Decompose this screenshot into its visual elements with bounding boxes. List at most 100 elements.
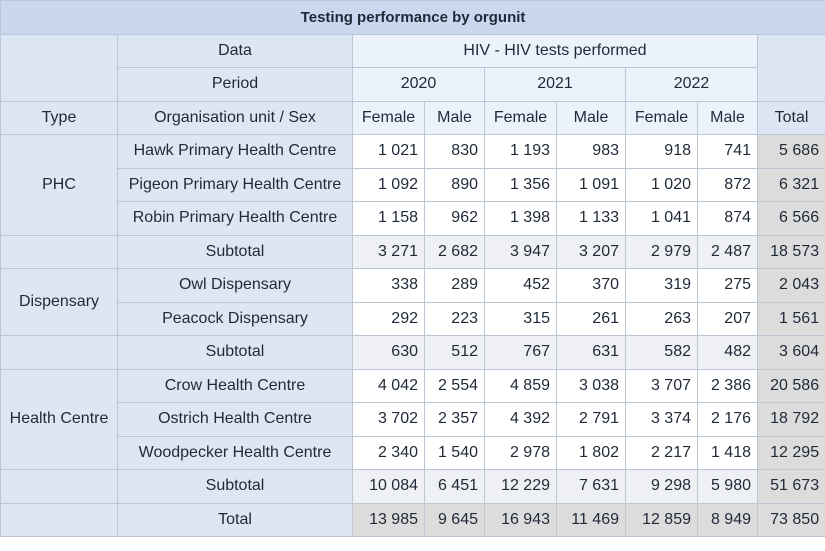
value-cell: 2 791: [556, 402, 626, 437]
value-cell: 263: [625, 301, 698, 336]
row-total-cell: 1 561: [756, 301, 825, 336]
subtotal-value-cell: 3 947: [484, 234, 557, 269]
row-total-cell: 18 792: [756, 402, 825, 437]
row-total-cell: 5 686: [756, 134, 825, 169]
subtotal-value-cell: 631: [556, 335, 626, 370]
subtotal-type-spacer: [0, 234, 118, 269]
subtotal-total-cell: 51 673: [756, 469, 825, 504]
type-cell: PHC: [0, 134, 118, 236]
table-row: Robin Primary Health Centre 1 158 962 1 398…: [1, 201, 825, 236]
subtotal-value-cell: 5 980: [697, 469, 758, 504]
subtotal-label: Subtotal: [117, 335, 353, 370]
subtotal-value-cell: 2 682: [424, 234, 485, 269]
period-dimension-label: Period: [117, 67, 353, 102]
table-row: Peacock Dispensary 292 223 315 261 263 207 1 56…: [1, 301, 825, 336]
value-cell: 2 386: [697, 368, 758, 403]
subtotal-value-cell: 582: [625, 335, 698, 370]
subtotal-value-cell: 9 298: [625, 469, 698, 504]
sex-header-male: Male: [424, 100, 485, 135]
table-row: PHC Hawk Primary Health Centre 1 021 830 1 1…: [0, 134, 825, 236]
value-cell: 1 092: [352, 167, 425, 202]
subtotal-value-cell: 2 487: [697, 234, 758, 269]
type-cell: Health Centre: [0, 368, 118, 470]
row-total-cell: 12 295: [756, 435, 825, 470]
row-total-cell: 6 321: [756, 167, 825, 202]
row-total-cell: 20 586: [756, 368, 825, 403]
value-cell: 1 020: [625, 167, 698, 202]
grand-total-value-cell: 9 645: [424, 502, 485, 537]
subtotal-value-cell: 7 631: [556, 469, 626, 504]
value-cell: 890: [424, 167, 485, 202]
orgunit-cell: Robin Primary Health Centre: [117, 201, 353, 236]
value-cell: 983: [556, 134, 626, 169]
subtotal-value-cell: 512: [424, 335, 485, 370]
value-cell: 1 021: [352, 134, 425, 169]
corner-cell: [0, 33, 118, 102]
value-cell: 1 091: [556, 167, 626, 202]
grand-total-label: Total: [117, 502, 353, 537]
value-cell: 452: [484, 268, 557, 303]
orgunit-cell: Crow Health Centre: [117, 368, 353, 403]
table-row: Health Centre Crow Health Centre 4 042 2 55…: [0, 368, 825, 470]
value-cell: 918: [625, 134, 698, 169]
value-cell: 1 193: [484, 134, 557, 169]
subtotal-row: Subtotal 10 084 6 451 12 229 7 631 9 298 5 980…: [0, 469, 825, 504]
orgunit-cell: Ostrich Health Centre: [117, 402, 353, 437]
orgunit-sex-header: Organisation unit / Sex: [117, 100, 353, 135]
value-cell: 289: [424, 268, 485, 303]
grand-total-value-cell: 13 985: [352, 502, 425, 537]
value-cell: 830: [424, 134, 485, 169]
table-row: Woodpecker Health Centre 2 340 1 540 2 978 1…: [1, 435, 825, 470]
value-cell: 2 217: [625, 435, 698, 470]
subtotal-total-cell: 3 604: [756, 335, 825, 370]
subtotal-value-cell: 3 271: [352, 234, 425, 269]
value-cell: 874: [697, 201, 758, 236]
value-cell: 962: [424, 201, 485, 236]
value-cell: 4 392: [484, 402, 557, 437]
subtotal-value-cell: 3 207: [556, 234, 626, 269]
year-header-2021: 2021: [484, 67, 626, 102]
value-cell: 319: [625, 268, 698, 303]
subtotal-value-cell: 6 451: [424, 469, 485, 504]
grand-total-type-spacer: [0, 502, 118, 537]
value-cell: 1 133: [556, 201, 626, 236]
subtotal-total-cell: 18 573: [756, 234, 825, 269]
data-dimension-label: Data: [117, 33, 353, 68]
pivot-table: Testing performance by orgunit Data HIV …: [0, 0, 825, 537]
sex-header-female: Female: [352, 100, 425, 135]
data-element-header: HIV - HIV tests performed: [352, 33, 758, 68]
orgunit-cell: Peacock Dispensary: [117, 301, 353, 336]
type-cell: Dispensary: [0, 268, 118, 336]
value-cell: 315: [484, 301, 557, 336]
year-header-2020: 2020: [352, 67, 485, 102]
subtotal-type-spacer: [0, 469, 118, 504]
value-cell: 261: [556, 301, 626, 336]
value-cell: 1 356: [484, 167, 557, 202]
value-cell: 1 041: [625, 201, 698, 236]
value-cell: 370: [556, 268, 626, 303]
grand-total-row: Total 13 985 9 645 16 943 11 469 12 859 8 949 7…: [0, 502, 825, 537]
orgunit-cell: Owl Dispensary: [117, 268, 353, 303]
subtotal-value-cell: 10 084: [352, 469, 425, 504]
value-cell: 3 707: [625, 368, 698, 403]
type-column-header: Type: [0, 100, 118, 135]
year-header-2022: 2022: [625, 67, 758, 102]
subtotal-value-cell: 2 979: [625, 234, 698, 269]
sex-header-female: Female: [484, 100, 557, 135]
grand-total-value-cell: 8 949: [697, 502, 758, 537]
orgunit-cell: Pigeon Primary Health Centre: [117, 167, 353, 202]
subtotal-value-cell: 12 229: [484, 469, 557, 504]
subtotal-value-cell: 482: [697, 335, 758, 370]
sex-header-male: Male: [697, 100, 758, 135]
subtotal-value-cell: 630: [352, 335, 425, 370]
value-cell: 292: [352, 301, 425, 336]
value-cell: 223: [424, 301, 485, 336]
value-cell: 2 340: [352, 435, 425, 470]
value-cell: 1 398: [484, 201, 557, 236]
value-cell: 2 176: [697, 402, 758, 437]
sex-header-male: Male: [556, 100, 626, 135]
value-cell: 2 978: [484, 435, 557, 470]
value-cell: 207: [697, 301, 758, 336]
grand-total-value-cell: 12 859: [625, 502, 698, 537]
subtotal-row: Subtotal 630 512 767 631 582 482 3 604: [0, 335, 825, 370]
